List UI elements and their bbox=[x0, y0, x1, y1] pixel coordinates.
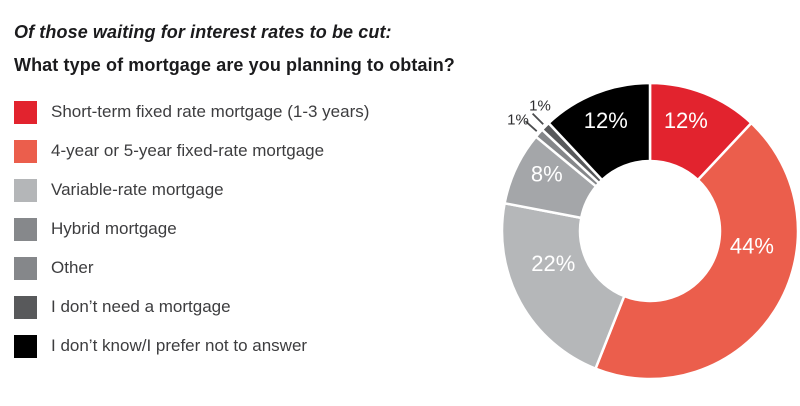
legend-label: Other bbox=[51, 258, 94, 277]
legend-item: Variable-rate mortgage bbox=[14, 178, 494, 202]
slice-label: 8% bbox=[531, 161, 563, 186]
legend-item: I don’t need a mortgage bbox=[14, 295, 494, 319]
chart-header-and-legend: Of those waiting for interest rates to b… bbox=[14, 22, 494, 358]
callout-label: 1% bbox=[529, 98, 551, 115]
donut-slice bbox=[547, 81, 652, 182]
legend-swatch bbox=[14, 178, 37, 202]
legend-swatch bbox=[14, 295, 37, 319]
legend-item: Other bbox=[14, 256, 494, 280]
slice-label: 22% bbox=[531, 251, 575, 276]
slice-label: 12% bbox=[664, 108, 708, 133]
legend-item: 4-year or 5-year fixed-rate mortgage bbox=[14, 139, 494, 163]
donut-slice bbox=[500, 202, 626, 370]
chart-subtitle: What type of mortgage are you planning t… bbox=[14, 55, 455, 75]
legend-item: Short-term fixed rate mortgage (1-3 year… bbox=[14, 100, 494, 124]
legend-swatch bbox=[14, 217, 37, 241]
chart-title: Of those waiting for interest rates to b… bbox=[14, 22, 392, 42]
legend-item: I don’t know/I prefer not to answer bbox=[14, 334, 494, 358]
legend-swatch bbox=[14, 139, 37, 163]
legend-label: I don’t know/I prefer not to answer bbox=[51, 336, 308, 355]
leader-line bbox=[531, 112, 544, 125]
legend-label: Short-term fixed rate mortgage (1-3 year… bbox=[51, 102, 370, 121]
slice-label: 44% bbox=[730, 234, 774, 259]
legend-label: Hybrid mortgage bbox=[51, 219, 177, 238]
legend-swatch bbox=[14, 256, 37, 280]
slice-label: 12% bbox=[584, 108, 628, 133]
legend-label: 4-year or 5-year fixed-rate mortgage bbox=[51, 141, 325, 160]
legend-swatch bbox=[14, 100, 37, 124]
callout-label: 1% bbox=[507, 112, 529, 129]
donut-slice bbox=[594, 121, 800, 381]
legend-label: I don’t need a mortgage bbox=[51, 297, 231, 316]
legend-item: Hybrid mortgage bbox=[14, 217, 494, 241]
legend: Short-term fixed rate mortgage (1-3 year… bbox=[14, 100, 494, 358]
legend-label: Variable-rate mortgage bbox=[51, 180, 224, 199]
leader-line bbox=[524, 120, 538, 132]
legend-swatch bbox=[14, 334, 37, 358]
